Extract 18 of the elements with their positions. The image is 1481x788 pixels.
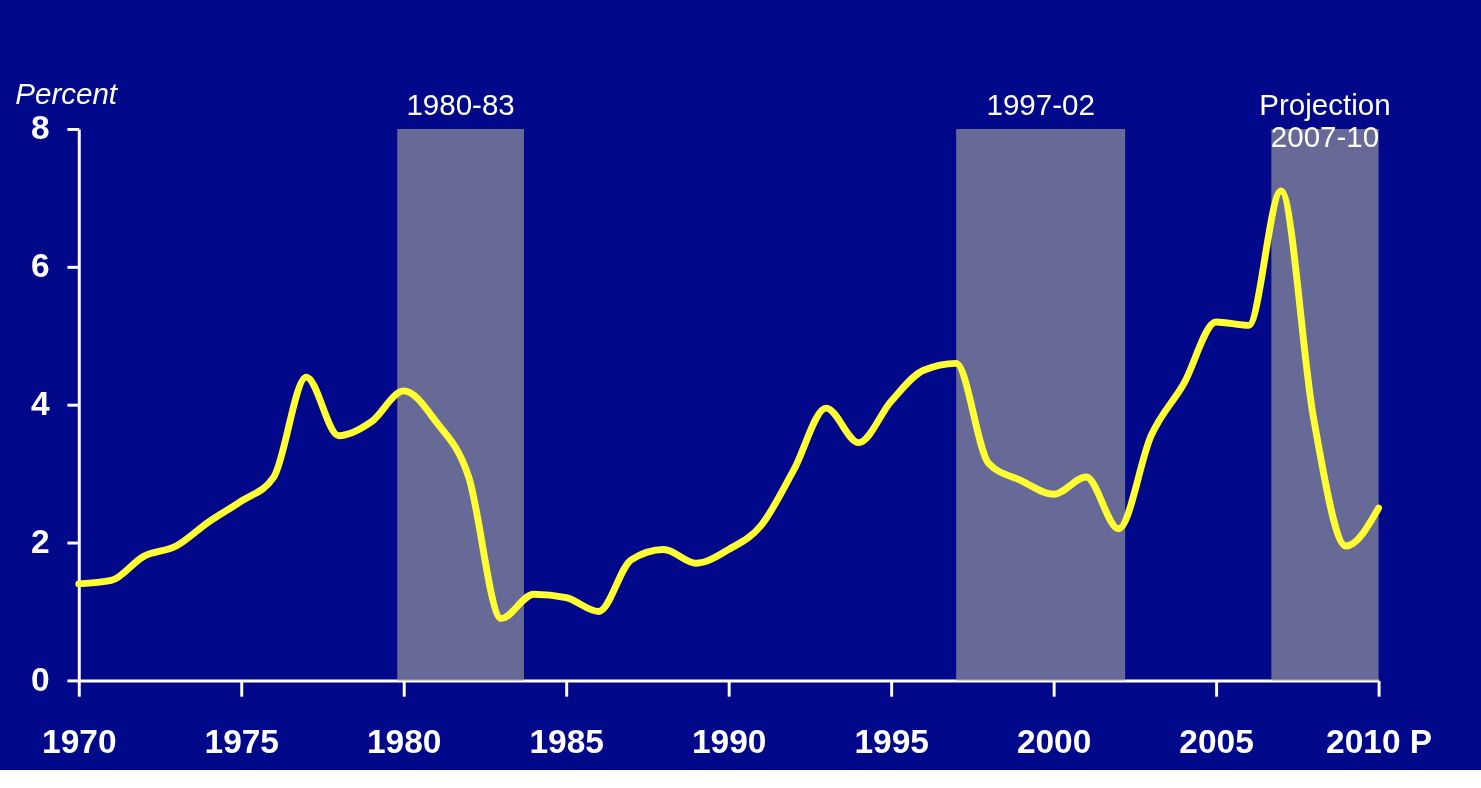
x-tick-label: 1975 (204, 722, 279, 760)
x-tick-label: 1985 (529, 722, 604, 760)
x-tick-label: 2000 (1016, 722, 1092, 760)
x-tick-label: 1970 (42, 722, 117, 760)
band-label: 1980-83 (406, 88, 515, 122)
band-label: 1997-02 (986, 88, 1095, 122)
y-tick-label: 2 (31, 522, 50, 560)
band-label: Projection 2007-10 (1259, 88, 1391, 153)
y-tick-label: 6 (31, 247, 50, 285)
y-axis-title: Percent (15, 76, 119, 110)
x-tick-label: 1980 (366, 722, 442, 760)
x-tick-label: 1995 (854, 722, 929, 760)
x-tick-label: 1990 (691, 722, 767, 760)
y-tick-label: 4 (31, 385, 51, 423)
y-tick-label: 8 (31, 109, 50, 147)
x-tick-label: 2005 (1179, 722, 1254, 760)
x-tick-label: 2010 P (1326, 722, 1433, 760)
y-tick-label: 0 (31, 660, 50, 698)
